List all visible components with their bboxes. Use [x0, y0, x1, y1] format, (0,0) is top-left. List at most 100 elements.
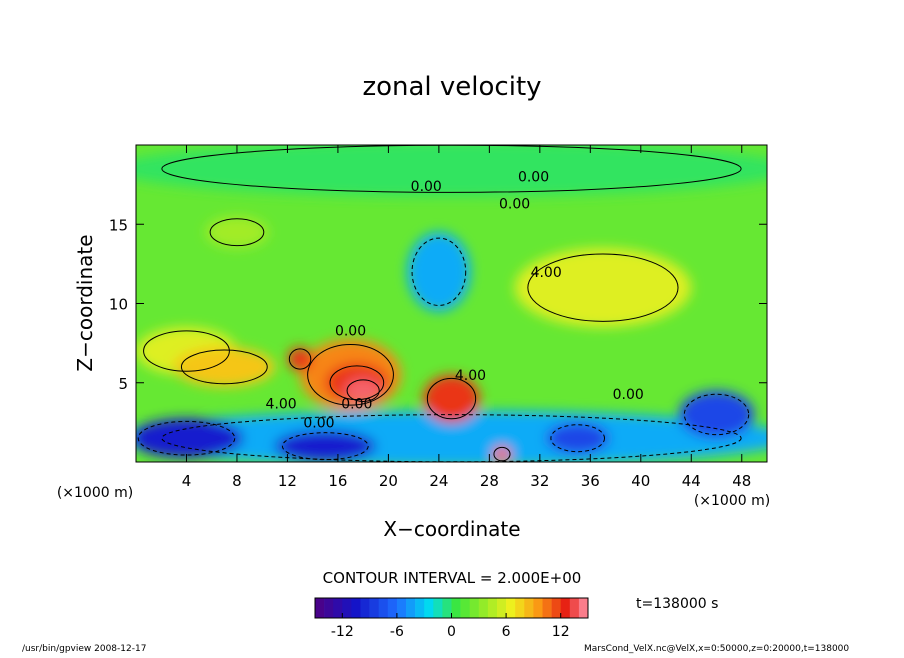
- contour-label: 0.00: [613, 387, 644, 403]
- x-tick-label: 48: [732, 472, 751, 490]
- blobs: [136, 145, 767, 462]
- colorbar-cell: [396, 598, 407, 618]
- contour-label: 4.00: [531, 265, 562, 281]
- colorbar-cell: [324, 598, 334, 618]
- field-feature: [407, 232, 471, 312]
- colorbar-cell: [524, 598, 534, 618]
- colorbar-cell: [442, 598, 452, 618]
- contour-line: [288, 348, 312, 370]
- y-tick-label: 15: [109, 216, 128, 234]
- contour-line: [143, 330, 230, 372]
- x-tick-label: 12: [278, 472, 297, 490]
- footer-left: /usr/bin/gpview 2008-12-17: [22, 644, 146, 654]
- colorbar-tick-label: 6: [502, 624, 511, 640]
- colorbar-cell: [406, 598, 416, 618]
- x-tick-label: 32: [530, 472, 549, 490]
- field: 0.00 0.00 0.00 4.00 0.00 4.00 4.00 0.00 0.00 0.00: [136, 145, 767, 462]
- colorbar: -12 -6 0 6 12: [314, 597, 589, 640]
- contour-line: [329, 365, 385, 401]
- colorbar-cell: [542, 598, 552, 618]
- colorbar-cell: [478, 598, 489, 618]
- y-tick-label: 10: [109, 296, 128, 314]
- contour-line: [307, 344, 394, 406]
- x-axis-label: X−coordinate: [383, 517, 520, 541]
- y-axis-label: Z−coordinate: [73, 234, 97, 371]
- contour-label: 4.00: [266, 396, 297, 412]
- contour-line: [137, 420, 236, 456]
- field-feature: [344, 377, 383, 404]
- colorbar-cell: [369, 598, 379, 618]
- colorbar-tick-label: -12: [331, 624, 354, 640]
- colorbar-cell: [378, 598, 389, 618]
- colorbar-tick-label: -6: [390, 624, 404, 640]
- field-feature: [136, 418, 244, 459]
- y-unit: (×1000 m): [57, 485, 133, 501]
- contour-label: 0.00: [303, 415, 334, 431]
- colorbar-cell: [469, 598, 480, 618]
- colorbar-cell: [351, 598, 361, 618]
- field-feature: [136, 145, 767, 197]
- field-feature: [274, 430, 376, 462]
- field-feature: [173, 347, 275, 387]
- contour-label: 0.00: [411, 179, 442, 195]
- contour-interval: CONTOUR INTERVAL = 2.000E+00: [323, 569, 582, 587]
- contour-line: [550, 424, 606, 453]
- colorbar-cell: [560, 598, 571, 618]
- field-feature: [546, 422, 610, 455]
- colorbar-tick-label: 12: [552, 624, 570, 640]
- colorbar-cell: [342, 598, 352, 618]
- field-feature: [678, 390, 755, 439]
- x-tick-label: 4: [182, 472, 192, 490]
- contour-line: [180, 349, 268, 385]
- contour-label: 0.00: [518, 170, 549, 186]
- contour-line: [426, 377, 477, 420]
- field-feature: [205, 216, 269, 249]
- colorbar-cell: [451, 598, 461, 618]
- colorbar-tick-label: 0: [447, 624, 456, 640]
- x-unit: (×1000 m): [694, 493, 770, 509]
- contour-line: [411, 237, 467, 306]
- contour-line: [161, 414, 742, 462]
- contour-line: [209, 218, 265, 247]
- colorbar-cell: [415, 598, 425, 618]
- colorbar-cell: [515, 598, 525, 618]
- contour-line: [346, 379, 380, 402]
- contour-label: 0.00: [341, 396, 372, 412]
- colorbar-cell: [578, 598, 589, 618]
- time-label: t=138000 s: [636, 596, 718, 612]
- contour-line: [493, 446, 511, 462]
- x-tick-label: 8: [232, 472, 242, 490]
- colorbar-cell: [460, 598, 470, 618]
- field-feature: [514, 248, 692, 328]
- colorbar-cell: [387, 598, 398, 618]
- contour-label: 4.00: [455, 368, 486, 384]
- x-tick-label: 24: [429, 472, 448, 490]
- colorbar-cell: [551, 598, 561, 618]
- x-tick-label: 16: [328, 472, 347, 490]
- footer-right: MarsCond_VelX.nc@VelX,x=0:50000,z=0:2000…: [584, 644, 849, 654]
- x-tick-label: 44: [682, 472, 701, 490]
- colorbar-cell: [569, 598, 580, 618]
- colorbar-cell: [424, 598, 434, 618]
- y-tick-label: 5: [118, 375, 128, 393]
- contour-label: 0.00: [335, 323, 366, 339]
- colorbar-cell: [497, 598, 507, 618]
- x-tick-label: 36: [581, 472, 600, 490]
- contour-line: [527, 253, 679, 322]
- field-feature: [492, 446, 512, 462]
- colorbar-cell: [487, 598, 498, 618]
- x-tick-label: 28: [480, 472, 499, 490]
- colorbar-cell: [533, 598, 543, 618]
- contour-line: [683, 393, 750, 436]
- colorbar-cell: [333, 598, 343, 618]
- field-feature: [423, 374, 480, 423]
- colorbar-cell: [360, 598, 370, 618]
- contour-line: [281, 432, 369, 461]
- chart-title: zonal velocity: [362, 72, 541, 102]
- x-tick-label: 20: [379, 472, 398, 490]
- contour-label: 0.00: [499, 197, 530, 213]
- field-feature: [287, 347, 313, 371]
- colorbar-cell: [315, 598, 325, 618]
- colorbar-cell: [433, 598, 443, 618]
- x-tick-label: 40: [631, 472, 650, 490]
